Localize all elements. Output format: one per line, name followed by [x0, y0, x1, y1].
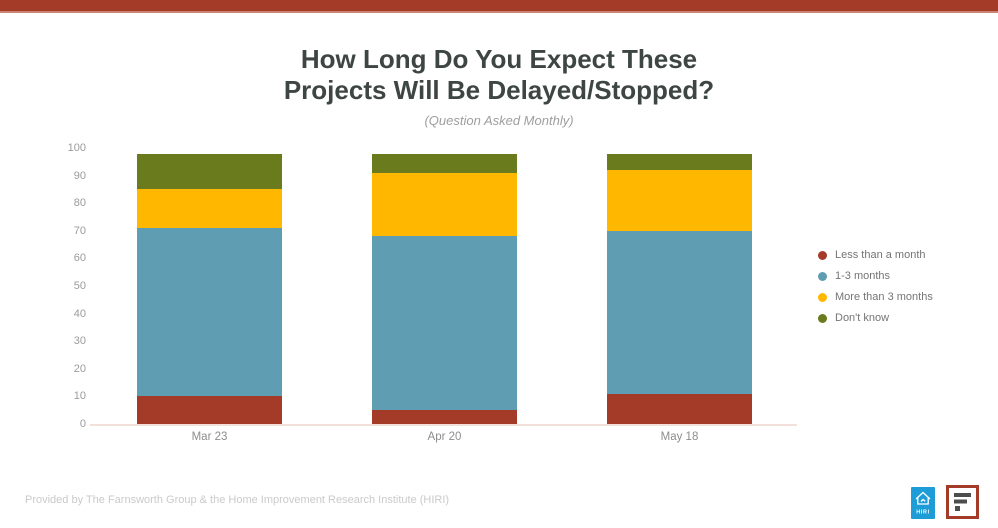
- attribution-text: Provided by The Farnsworth Group & the H…: [25, 494, 450, 506]
- legend-dot-icon: [818, 272, 827, 281]
- legend-item: More than 3 months: [818, 291, 933, 303]
- chart-header: How Long Do You Expect These Projects Wil…: [0, 44, 998, 128]
- y-axis-tick-label: 20: [73, 362, 86, 375]
- x-axis-baseline: [90, 424, 797, 426]
- bar-segment: [607, 170, 752, 231]
- legend-dot-icon: [818, 314, 827, 323]
- bar-segment: [372, 410, 517, 424]
- legend-label: 1-3 months: [835, 270, 891, 282]
- chart-subtitle: (Question Asked Monthly): [424, 113, 574, 128]
- bar-segment: [137, 228, 282, 397]
- y-axis-tick-label: 0: [79, 418, 86, 430]
- chart-legend: Less than a month 1-3 months More than 3 m…: [818, 249, 933, 335]
- chart-title: How Long Do You Expect These Projects Wil…: [0, 44, 998, 106]
- y-axis-tick-label: 90: [73, 169, 86, 182]
- house-icon: [915, 491, 931, 505]
- y-axis-tick-label: 70: [73, 224, 86, 237]
- x-axis-label: Mar 23: [191, 431, 228, 443]
- chart-title-line1: How Long Do You Expect These: [300, 44, 698, 74]
- bar-segment: [607, 230, 752, 394]
- legend-label: Less than a month: [835, 249, 926, 261]
- legend-dot-icon: [818, 251, 827, 260]
- legend-label: Don't know: [835, 312, 890, 324]
- farnsworth-group-logo[interactable]: [946, 485, 979, 524]
- x-axis-label: May 18: [660, 431, 699, 443]
- top-accent-bar: [0, 0, 998, 13]
- x-axis-label: Apr 20: [427, 431, 462, 443]
- bar-segment: [372, 172, 517, 237]
- footer-logos: HIRI: [911, 485, 981, 521]
- y-axis-tick-label: 50: [73, 280, 86, 292]
- chart-title-line2: Projects Will Be Delayed/Stopped?: [283, 75, 715, 105]
- legend-dot-icon: [818, 293, 827, 302]
- y-axis-tick-label: 100: [67, 142, 86, 154]
- hiri-logo[interactable]: HIRI: [911, 487, 935, 524]
- bar-segment: [607, 393, 752, 424]
- legend-item: Less than a month: [818, 249, 933, 261]
- legend-item: Don't know: [818, 312, 933, 324]
- bar-segment: [372, 236, 517, 411]
- bar-segment: [372, 153, 517, 173]
- y-axis-tick-label: 30: [73, 335, 86, 348]
- hiri-logo-text: HIRI: [916, 510, 930, 516]
- y-axis-tick-label: 40: [73, 307, 86, 320]
- y-axis-tick-label: 80: [73, 197, 86, 210]
- bar-segment: [137, 189, 282, 229]
- legend-label: More than 3 months: [835, 291, 933, 303]
- legend-item: 1-3 months: [818, 270, 933, 282]
- bar-segment: [137, 153, 282, 190]
- y-axis-tick-label: 60: [73, 252, 86, 265]
- bar-segment: [137, 396, 282, 424]
- y-axis-tick-label: 10: [73, 390, 86, 403]
- bar-segment: [607, 153, 752, 171]
- farnsworth-f-bars-icon: [954, 493, 971, 511]
- hiri-logo-background: [911, 487, 935, 519]
